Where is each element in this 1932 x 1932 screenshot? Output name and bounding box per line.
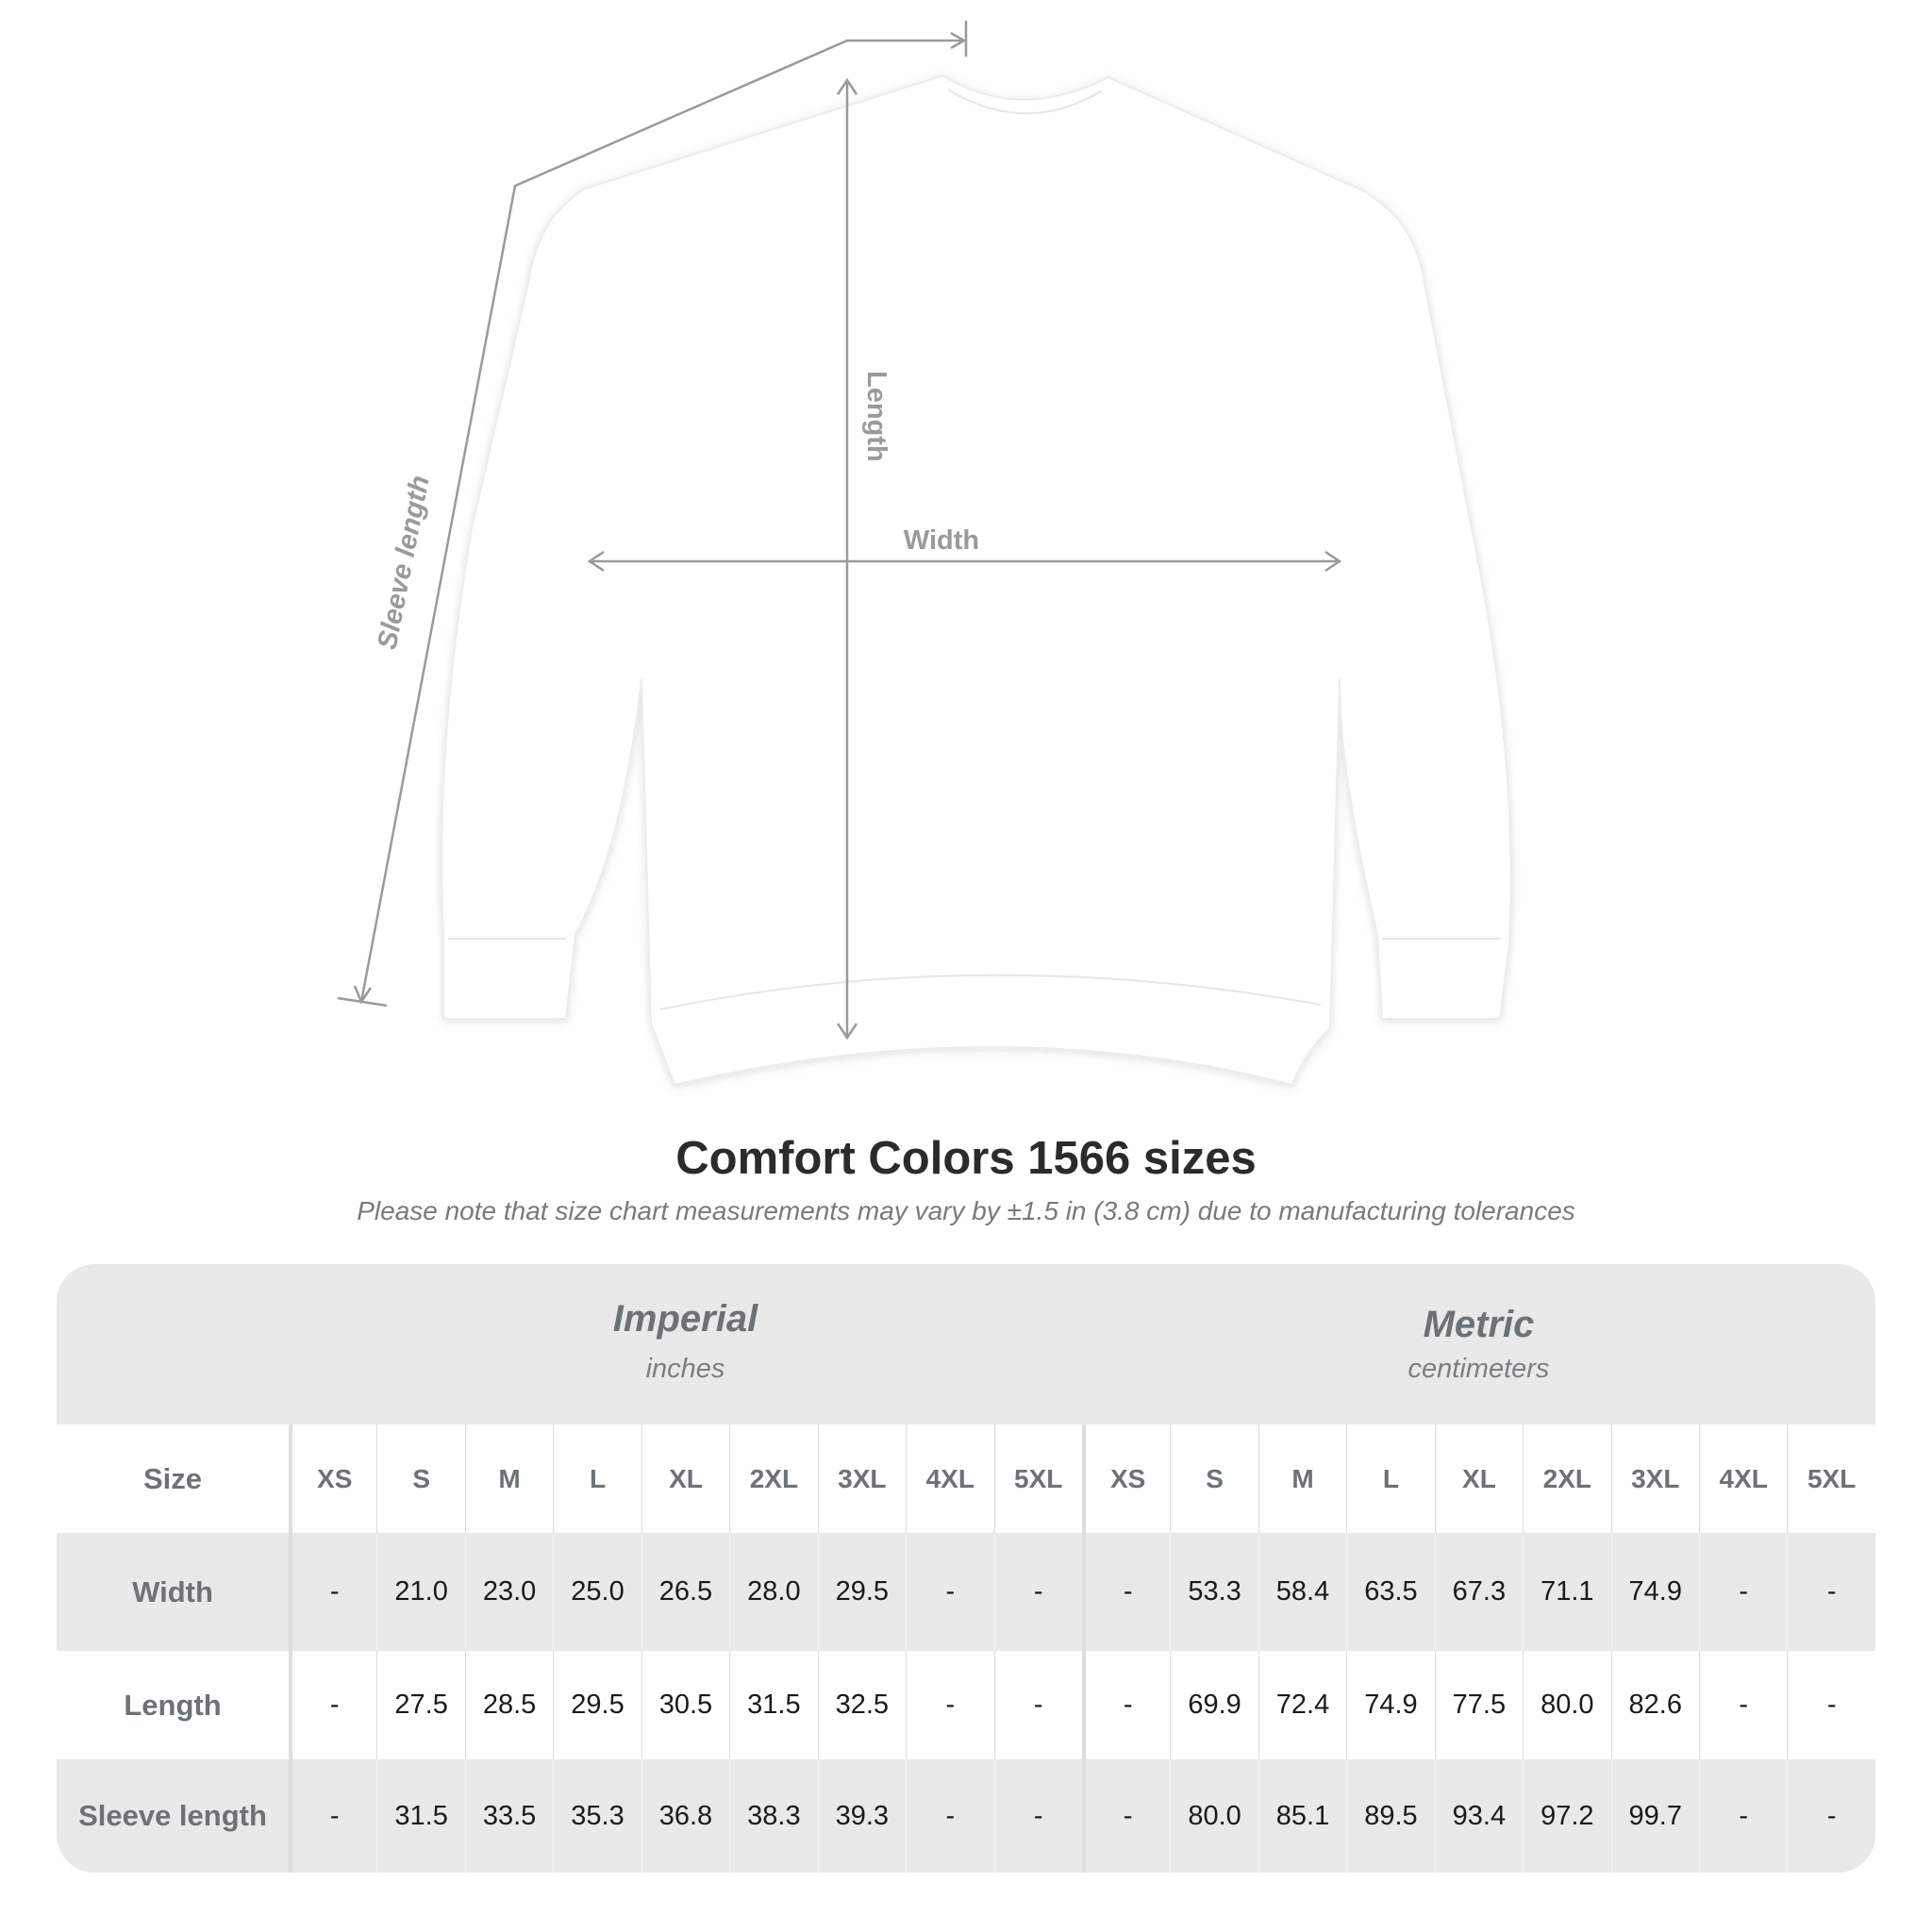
value-cell-imperial: 29.5 bbox=[553, 1651, 641, 1759]
length-label: Length bbox=[861, 371, 891, 462]
value-cell-imperial: 27.5 bbox=[376, 1651, 464, 1759]
value-cell-metric: 53.3 bbox=[1170, 1533, 1257, 1651]
size-header-metric: 2XL bbox=[1523, 1424, 1610, 1533]
value-cell-imperial: 28.5 bbox=[464, 1651, 553, 1759]
value-cell-imperial: 26.5 bbox=[641, 1533, 729, 1651]
size-header-imperial: 2XL bbox=[729, 1424, 817, 1533]
value-cell-metric: 63.5 bbox=[1346, 1533, 1434, 1651]
row-label: Sleeve length bbox=[78, 1799, 267, 1832]
sleeve-length-arrow bbox=[359, 39, 964, 1003]
value-cell-imperial: 39.3 bbox=[817, 1759, 906, 1873]
sleeve-length-label: Sleeve length bbox=[373, 473, 436, 652]
table-row: Width -21.0 23.0 25.0 26.5 28.0 29.5- - -53.3 58.… bbox=[57, 1533, 1875, 1651]
size-header-metric: S bbox=[1170, 1424, 1257, 1533]
size-header-imperial: 4XL bbox=[906, 1424, 993, 1533]
size-header-imperial: 5XL bbox=[993, 1424, 1082, 1533]
value-cell-metric: 97.2 bbox=[1523, 1759, 1610, 1873]
size-header-metric: XS bbox=[1081, 1424, 1170, 1533]
value-cell-imperial: 31.5 bbox=[376, 1759, 464, 1873]
sweatshirt-image bbox=[441, 74, 1512, 1087]
table-row: Sleeve length -31.5 33.5 35.3 36.8 38.3 39.3- -… bbox=[57, 1759, 1875, 1873]
size-header-imperial: 3XL bbox=[817, 1424, 906, 1533]
table-row: Length -27.5 28.5 29.5 30.5 31.5 32.5- - -69.9 72… bbox=[57, 1651, 1875, 1759]
value-cell-metric: 80.0 bbox=[1170, 1759, 1257, 1873]
value-cell-metric: - bbox=[1787, 1651, 1874, 1759]
imperial-header: Imperial inches bbox=[289, 1264, 1082, 1458]
value-cell-imperial: 23.0 bbox=[464, 1533, 553, 1651]
size-header-row: Size XS S M L XL 2XL 3XL 4XL 5XL XS S M L XL 2XL 3XL 4XL… bbox=[57, 1424, 1875, 1533]
value-cell-metric: 80.0 bbox=[1523, 1651, 1610, 1759]
imperial-unit: inches bbox=[645, 1354, 725, 1384]
size-table: Imperial inches Metric centimeters Size … bbox=[57, 1264, 1875, 1873]
metric-title: Metric bbox=[1423, 1304, 1535, 1345]
value-cell-imperial: - bbox=[906, 1533, 993, 1651]
value-cell-imperial: - bbox=[993, 1533, 1082, 1651]
value-cell-metric: - bbox=[1787, 1533, 1874, 1651]
value-cell-imperial: 28.0 bbox=[729, 1533, 817, 1651]
size-header-metric: 3XL bbox=[1610, 1424, 1699, 1533]
size-header-imperial: M bbox=[464, 1424, 553, 1533]
dimension-lines bbox=[337, 21, 1342, 1041]
width-label: Width bbox=[904, 525, 979, 556]
value-cell-imperial: 30.5 bbox=[641, 1651, 729, 1759]
metric-unit: centimeters bbox=[1407, 1354, 1550, 1384]
value-cell-metric: 89.5 bbox=[1346, 1759, 1434, 1873]
value-cell-imperial: 36.8 bbox=[641, 1759, 729, 1873]
value-cell-metric: 58.4 bbox=[1257, 1533, 1346, 1651]
value-cell-metric: - bbox=[1081, 1759, 1170, 1873]
value-cell-metric: 77.5 bbox=[1434, 1651, 1523, 1759]
value-cell-metric: 67.3 bbox=[1434, 1533, 1523, 1651]
value-cell-metric: - bbox=[1699, 1651, 1787, 1759]
metric-header: Metric centimeters bbox=[1082, 1264, 1875, 1464]
value-cell-metric: 99.7 bbox=[1610, 1759, 1699, 1873]
value-cell-imperial: 29.5 bbox=[817, 1533, 906, 1651]
size-label: Size bbox=[142, 1461, 203, 1495]
value-cell-imperial: 21.0 bbox=[376, 1533, 464, 1651]
value-cell-imperial: 25.0 bbox=[553, 1533, 641, 1651]
value-cell-imperial: - bbox=[906, 1759, 993, 1873]
value-cell-metric: 72.4 bbox=[1257, 1651, 1346, 1759]
value-cell-imperial: - bbox=[993, 1759, 1082, 1873]
size-header-metric: 5XL bbox=[1787, 1424, 1874, 1533]
value-cell-imperial: - bbox=[289, 1533, 376, 1651]
value-cell-imperial: 38.3 bbox=[729, 1759, 817, 1873]
value-cell-metric: 82.6 bbox=[1610, 1651, 1699, 1759]
value-cell-imperial: - bbox=[906, 1651, 993, 1759]
value-cell-metric: - bbox=[1699, 1533, 1787, 1651]
size-header-metric: L bbox=[1346, 1424, 1434, 1533]
size-header-metric: XL bbox=[1434, 1424, 1523, 1533]
size-header-imperial: XS bbox=[289, 1424, 376, 1533]
size-header-imperial: XL bbox=[641, 1424, 729, 1533]
size-header-metric: M bbox=[1257, 1424, 1346, 1533]
imperial-title: Imperial bbox=[612, 1298, 758, 1340]
value-cell-imperial: - bbox=[289, 1759, 376, 1873]
size-header-imperial: S bbox=[376, 1424, 464, 1533]
value-cell-metric: 74.9 bbox=[1346, 1651, 1434, 1759]
value-cell-metric: 71.1 bbox=[1523, 1533, 1610, 1651]
value-cell-imperial: 35.3 bbox=[553, 1759, 641, 1873]
row-label: Length bbox=[124, 1688, 222, 1722]
value-cell-metric: - bbox=[1081, 1651, 1170, 1759]
value-cell-imperial: 33.5 bbox=[464, 1759, 553, 1873]
value-cell-metric: - bbox=[1699, 1759, 1787, 1873]
value-cell-metric: - bbox=[1787, 1759, 1874, 1873]
row-label: Width bbox=[132, 1574, 213, 1608]
value-cell-imperial: - bbox=[289, 1651, 376, 1759]
value-cell-metric: - bbox=[1081, 1533, 1170, 1651]
value-cell-metric: 74.9 bbox=[1610, 1533, 1699, 1651]
tolerance-note: Please note that size chart measurements… bbox=[357, 1196, 1575, 1225]
value-cell-metric: 85.1 bbox=[1257, 1759, 1346, 1873]
page-title: Comfort Colors 1566 sizes bbox=[675, 1133, 1257, 1184]
sweatshirt-diagram: Length Width Sleeve length bbox=[337, 21, 1512, 1087]
value-cell-metric: 69.9 bbox=[1170, 1651, 1257, 1759]
size-header-imperial: L bbox=[553, 1424, 641, 1533]
value-cell-metric: 93.4 bbox=[1434, 1759, 1523, 1873]
size-header-metric: 4XL bbox=[1699, 1424, 1787, 1533]
value-cell-imperial: 32.5 bbox=[817, 1651, 906, 1759]
value-cell-imperial: 31.5 bbox=[729, 1651, 817, 1759]
value-cell-imperial: - bbox=[993, 1651, 1082, 1759]
